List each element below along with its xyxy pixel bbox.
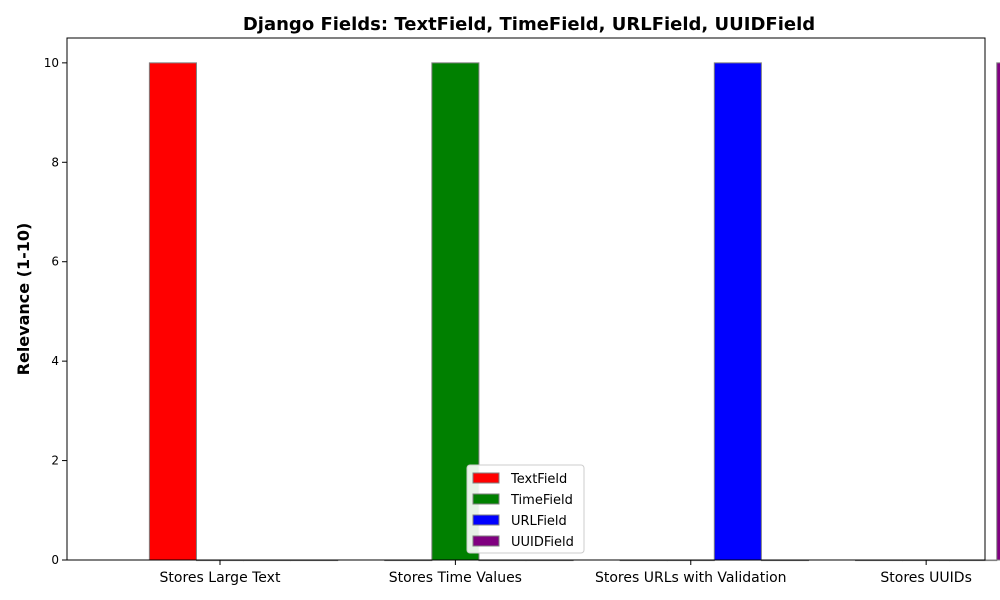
legend-label-timefield: TimeField: [510, 493, 573, 508]
legend-swatch-uuidfield: [472, 535, 500, 547]
bars-layer: [148, 62, 1000, 562]
y-tick-label: 0: [51, 553, 59, 567]
y-tick-label: 8: [51, 155, 59, 169]
x-tick-label: Stores Time Values: [389, 570, 522, 586]
legend-label-uuidfield: UUIDField: [511, 535, 574, 550]
bar-urlfield-2: [713, 62, 762, 561]
legend-swatch-urlfield: [472, 514, 500, 526]
y-axis-label: Relevance (1-10): [14, 223, 33, 376]
ticks-layer: 0 2 4 6 8 10 Stores Large Text Stores Time Valu…: [44, 56, 972, 586]
chart-title: Django Fields: TextField, TimeField, URL…: [243, 14, 815, 35]
y-tick-label: 2: [51, 454, 59, 468]
legend-frame: [466, 464, 585, 554]
plot-frame: [66, 37, 986, 561]
bar-textfield-0: [148, 62, 197, 561]
y-tick-label: 6: [51, 255, 59, 269]
legend: TextField TimeField URLField UUIDField: [466, 464, 585, 554]
bar-uuidfield-3: [996, 62, 1000, 561]
x-tick-label: Stores UUIDs: [880, 570, 971, 586]
legend-label-urlfield: URLField: [511, 514, 567, 529]
legend-swatch-textfield: [472, 472, 500, 484]
y-tick-label: 10: [44, 56, 59, 70]
x-tick-label: Stores Large Text: [160, 570, 281, 586]
legend-swatch-timefield: [472, 493, 500, 505]
x-tick-label: Stores URLs with Validation: [595, 570, 787, 586]
y-tick-label: 4: [51, 354, 59, 368]
legend-label-textfield: TextField: [510, 472, 567, 487]
